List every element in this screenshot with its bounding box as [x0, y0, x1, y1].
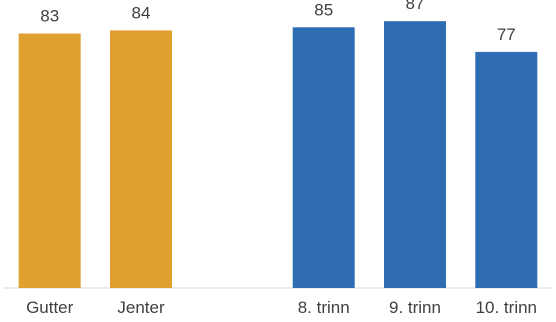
bar [18, 33, 81, 288]
data-label: 85 [314, 0, 333, 19]
x-tick-label: Gutter [26, 298, 74, 317]
x-tick-label: 8. trinn [298, 298, 350, 317]
x-tick-label: Jenter [117, 298, 165, 317]
tick-labels-group: Gutter Jenter 8. trinn 9. trinn 10. trinn [26, 298, 537, 317]
bar [384, 21, 446, 288]
data-label: 84 [132, 3, 151, 22]
bar [475, 51, 538, 289]
value-labels-group: 83 84 85 87 77 [40, 0, 516, 44]
data-label: 83 [40, 7, 59, 26]
bars-group [18, 21, 538, 289]
bar [110, 30, 172, 289]
data-label: 77 [497, 25, 516, 44]
x-tick-label: 9. trinn [389, 298, 441, 317]
x-tick-label: 10. trinn [476, 298, 537, 317]
bar [292, 27, 355, 289]
data-label: 87 [406, 0, 425, 13]
